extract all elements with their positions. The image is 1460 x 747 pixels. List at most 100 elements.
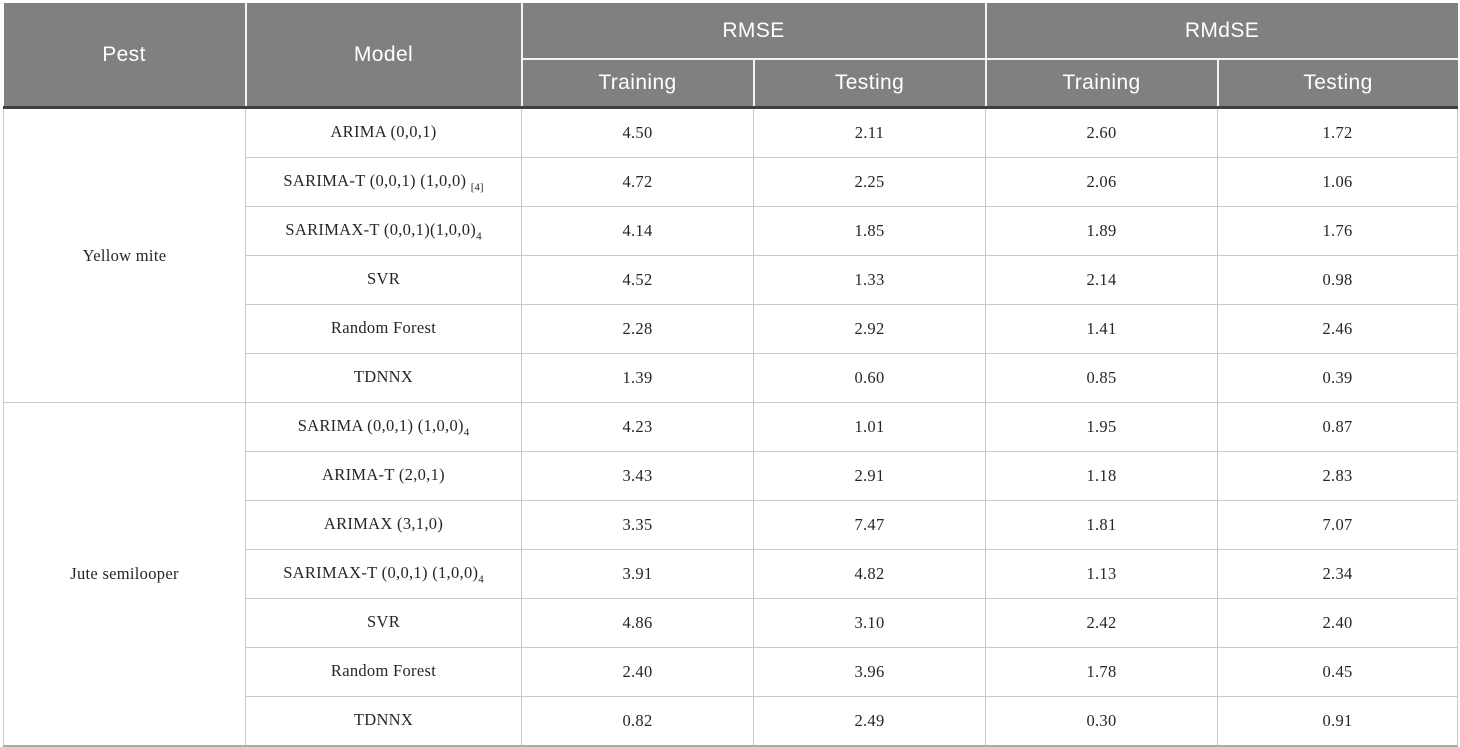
rmdse-testing-cell: 0.98 — [1216, 255, 1459, 305]
model-name: Random Forest — [330, 660, 437, 680]
rmse-training-cell: 0.82 — [521, 696, 754, 747]
rmdse-testing-cell: 1.06 — [1216, 157, 1459, 207]
rmse-training-cell: 4.14 — [521, 206, 754, 256]
rmse-testing-cell: 2.11 — [753, 107, 986, 158]
pest-cell: Jute semilooper — [3, 402, 246, 747]
header-rmse-testing: Testing — [753, 59, 987, 109]
rmdse-training-cell: 2.60 — [985, 107, 1218, 158]
rmse-training-cell: 3.35 — [521, 500, 754, 550]
model-subscript: [4] — [470, 181, 484, 194]
model-name: SVR — [367, 611, 400, 631]
rmdse-testing-cell: 2.46 — [1216, 304, 1459, 354]
rmdse-training-cell: 1.81 — [985, 500, 1218, 550]
rmdse-training-cell: 1.41 — [985, 304, 1218, 354]
rmse-testing-cell: 4.82 — [753, 549, 986, 599]
table-row: Random Forest 2.40 3.96 1.78 0.45 — [4, 647, 1459, 697]
model-name: TDNNX — [353, 709, 414, 729]
header-rmdse-training: Training — [985, 59, 1219, 109]
model-name: SARIMA-T (0,0,1) (1,0,0) — [283, 170, 471, 190]
model-cell: SARIMA (0,0,1) (1,0,0)4 — [245, 402, 522, 452]
model-cell: Random Forest — [245, 647, 522, 697]
rmdse-testing-cell: 0.91 — [1216, 696, 1459, 747]
table-row: TDNNX 0.82 2.49 0.30 0.91 — [4, 696, 1459, 747]
rmdse-training-cell: 1.89 — [985, 206, 1218, 256]
model-subscript: 4 — [478, 573, 484, 586]
header-rmse: RMSE — [521, 3, 987, 60]
rmse-training-cell: 4.72 — [521, 157, 754, 207]
model-cell: TDNNX — [245, 353, 522, 403]
header-pest: Pest — [3, 3, 247, 109]
model-cell: SVR — [245, 255, 522, 305]
model-cell: SARIMAX-T (0,0,1)(1,0,0)4 — [245, 206, 522, 256]
model-cell: TDNNX — [245, 696, 522, 747]
header-rmse-training: Training — [521, 59, 755, 109]
header-row-2: Training Testing Training Testing — [4, 59, 1458, 109]
rmdse-training-cell: 2.14 — [985, 255, 1218, 305]
model-name: ARIMA (0,0,1) — [330, 121, 437, 141]
table-row: Jute semilooper SARIMA (0,0,1) (1,0,0)4 … — [3, 402, 1459, 747]
results-table: Pest Model RMSE RMdSE Training Testing T… — [3, 3, 1459, 747]
rmdse-training-cell: 0.85 — [985, 353, 1218, 403]
rmse-testing-cell: 3.96 — [753, 647, 986, 697]
model-cell: SARIMA-T (0,0,1) (1,0,0) [4] — [245, 157, 522, 207]
table-row: SVR 4.86 3.10 2.42 2.40 — [4, 598, 1459, 648]
model-name: ARIMA-T (2,0,1) — [322, 464, 445, 484]
rmse-testing-cell: 1.01 — [753, 402, 986, 452]
rmse-training-cell: 3.43 — [521, 451, 754, 501]
rmse-testing-cell: 1.33 — [753, 255, 986, 305]
rmdse-training-cell: 1.95 — [985, 402, 1218, 452]
table-body: Yellow mite ARIMA (0,0,1) 4.50 2.11 2.60… — [3, 107, 1459, 747]
rmdse-training-cell: 1.13 — [985, 549, 1218, 599]
header-rmdse-testing: Testing — [1217, 59, 1458, 109]
pest-cell: Yellow mite — [3, 107, 246, 403]
rmdse-testing-cell: 1.72 — [1216, 107, 1459, 158]
model-cell: ARIMA-T (2,0,1) — [245, 451, 522, 501]
table-row: SARIMAX-T (0,0,1) (1,0,0)4 3.91 4.82 1.1… — [4, 549, 1459, 599]
rmdse-testing-cell: 0.39 — [1216, 353, 1459, 403]
rmse-training-cell: 2.28 — [521, 304, 754, 354]
model-name: SVR — [367, 268, 400, 288]
model-name: SARIMAX-T (0,0,1) (1,0,0) — [283, 562, 479, 582]
rmdse-training-cell: 2.06 — [985, 157, 1218, 207]
rmse-training-cell: 1.39 — [521, 353, 754, 403]
rmdse-testing-cell: 0.45 — [1216, 647, 1459, 697]
model-cell: SVR — [245, 598, 522, 648]
rmse-testing-cell: 2.25 — [753, 157, 986, 207]
table-row: Random Forest 2.28 2.92 1.41 2.46 — [4, 304, 1459, 354]
model-cell: SARIMAX-T (0,0,1) (1,0,0)4 — [245, 549, 522, 599]
table-row: ARIMAX (3,1,0) 3.35 7.47 1.81 7.07 — [4, 500, 1459, 550]
rmse-testing-cell: 3.10 — [753, 598, 986, 648]
rmdse-training-cell: 2.42 — [985, 598, 1218, 648]
rmse-testing-cell: 2.49 — [753, 696, 986, 747]
rmdse-testing-cell: 2.34 — [1216, 549, 1459, 599]
rmse-testing-cell: 2.91 — [753, 451, 986, 501]
header-model: Model — [245, 3, 523, 109]
table-row: Yellow mite ARIMA (0,0,1) 4.50 2.11 2.60… — [3, 107, 1459, 403]
table-row: ARIMA-T (2,0,1) 3.43 2.91 1.18 2.83 — [4, 451, 1459, 501]
model-subscript: 4 — [476, 230, 482, 243]
model-name: TDNNX — [353, 366, 414, 386]
rmse-training-cell: 4.50 — [521, 107, 754, 158]
model-cell: Random Forest — [245, 304, 522, 354]
rmse-testing-cell: 7.47 — [753, 500, 986, 550]
rmdse-testing-cell: 0.87 — [1216, 402, 1459, 452]
rmdse-training-cell: 1.18 — [985, 451, 1218, 501]
rmse-training-cell: 4.23 — [521, 402, 754, 452]
header-rmdse: RMdSE — [985, 3, 1458, 60]
rmse-training-cell: 4.86 — [521, 598, 754, 648]
model-cell: ARIMA (0,0,1) — [245, 107, 522, 158]
model-name: Random Forest — [330, 317, 437, 337]
model-name: SARIMA (0,0,1) (1,0,0) — [297, 415, 464, 435]
rmse-training-cell: 2.40 — [521, 647, 754, 697]
rmdse-training-cell: 0.30 — [985, 696, 1218, 747]
rmse-testing-cell: 1.85 — [753, 206, 986, 256]
model-name: ARIMAX (3,1,0) — [323, 513, 444, 533]
model-name: SARIMAX-T (0,0,1)(1,0,0) — [285, 219, 477, 239]
model-subscript: 4 — [463, 426, 470, 439]
rmdse-testing-cell: 7.07 — [1216, 500, 1459, 550]
table-header: Pest Model RMSE RMdSE Training Testing T… — [3, 3, 1458, 109]
rmse-training-cell: 4.52 — [521, 255, 754, 305]
model-cell: ARIMAX (3,1,0) — [245, 500, 522, 550]
rmdse-testing-cell: 2.40 — [1216, 598, 1459, 648]
